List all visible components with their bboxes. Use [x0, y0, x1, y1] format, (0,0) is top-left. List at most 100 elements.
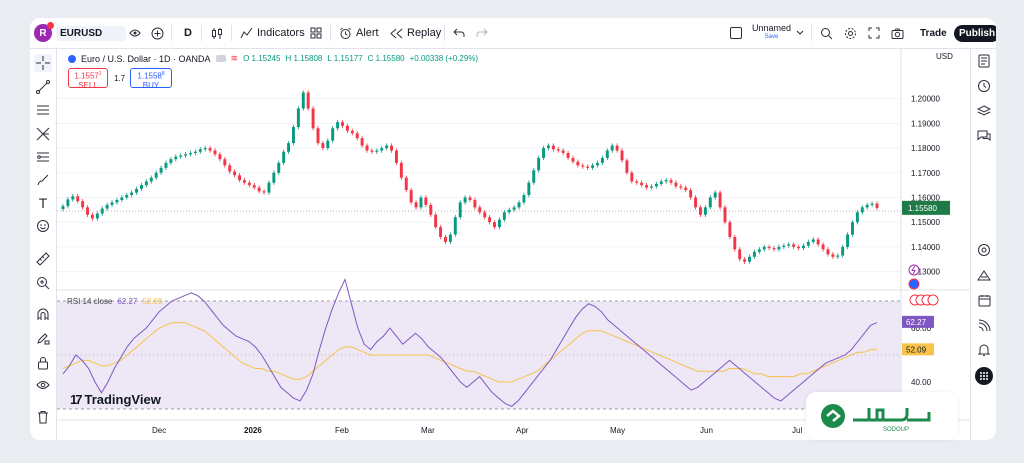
indicators-button[interactable]: Indicators	[240, 18, 305, 48]
event-flag-icon-4[interactable]	[927, 294, 939, 306]
current-price-tag	[902, 200, 950, 215]
add-symbol-icon[interactable]	[151, 18, 164, 48]
chart-grid	[57, 98, 901, 273]
candle-body	[831, 254, 835, 257]
pencil-lock-icon[interactable]	[34, 329, 52, 347]
publish-button[interactable]: Publish	[954, 25, 996, 42]
candle-body	[247, 182, 251, 186]
calendar-icon[interactable]	[975, 291, 993, 309]
candle-body	[282, 151, 286, 163]
compare-symbol-icon[interactable]	[129, 18, 141, 48]
emoji-icon[interactable]	[34, 217, 52, 235]
candle-body	[311, 108, 315, 129]
lock-icon[interactable]	[34, 354, 52, 372]
stream-signal-icon[interactable]	[975, 316, 993, 334]
candle-body	[385, 145, 389, 149]
candle-body	[380, 148, 384, 151]
candle-body	[360, 138, 364, 146]
legend-settings-icon[interactable]: ≋	[230, 53, 239, 63]
event-dividend-icon[interactable]	[908, 278, 920, 290]
replay-button[interactable]: Replay	[390, 18, 441, 48]
candle-body	[326, 140, 330, 149]
candles	[61, 90, 879, 264]
rsi-ma-tag	[902, 343, 934, 356]
candle-body	[694, 197, 698, 208]
brush-icon[interactable]	[34, 171, 52, 189]
trash-icon[interactable]	[34, 408, 52, 426]
price-tick-label: 1.17000	[911, 169, 940, 178]
chat-icon[interactable]	[975, 127, 993, 145]
layout-name-button[interactable]: Unnamed Save	[752, 23, 792, 41]
chart-type-candles-icon[interactable]	[211, 18, 223, 48]
candle-body	[816, 239, 820, 245]
notifications-bell-icon[interactable]	[975, 341, 993, 359]
candle-body	[458, 202, 462, 218]
candle-body	[439, 227, 443, 237]
candle-body	[287, 143, 291, 152]
crosshair-icon[interactable]	[34, 54, 52, 72]
user-avatar[interactable]: R	[34, 24, 52, 42]
zoom-in-icon[interactable]	[34, 274, 52, 292]
trade-button[interactable]: Trade	[920, 27, 947, 39]
target-icon[interactable]	[975, 241, 993, 259]
eye-icon[interactable]	[34, 376, 52, 394]
candle-body	[757, 249, 761, 252]
pitchfork-icon[interactable]	[34, 125, 52, 143]
symbol-legend: Euro / U.S. Dollar · 1D · OANDA ≋ O 1.15…	[68, 53, 478, 64]
toolbar-divider	[444, 25, 445, 41]
undo-icon[interactable]	[453, 18, 465, 48]
templates-grid-icon[interactable]	[310, 18, 322, 48]
quick-search-icon[interactable]	[820, 18, 833, 48]
layout-chevron-down-icon[interactable]	[796, 18, 804, 48]
candle-body	[605, 150, 609, 158]
ideas-mountain-icon[interactable]	[975, 266, 993, 284]
price-chart[interactable]: USD 1.20000 1.19000 1.18000 1.17000 1.16000 1.…	[57, 49, 970, 440]
candle-body	[468, 197, 472, 200]
rsi-title[interactable]: RSI 14 close	[67, 297, 113, 306]
layout-checkbox-icon[interactable]	[730, 18, 742, 48]
candle-body	[120, 197, 124, 200]
alerts-clock-icon[interactable]	[975, 77, 993, 95]
alert-button[interactable]: Alert	[339, 18, 379, 48]
symbol-title[interactable]: Euro / U.S. Dollar · 1D · OANDA	[81, 53, 211, 64]
rewind-icon	[390, 28, 403, 38]
candle-body	[218, 154, 222, 160]
candle-body	[370, 150, 374, 152]
candle-body	[738, 249, 742, 260]
layers-icon[interactable]	[975, 102, 993, 120]
horizontal-lines-icon[interactable]	[34, 101, 52, 119]
candle-body	[767, 246, 771, 249]
screenshot-camera-icon[interactable]	[891, 18, 904, 48]
buy-button[interactable]: 1.15588 BUY	[130, 68, 172, 90]
candle-body	[81, 201, 85, 208]
candle-body	[169, 159, 173, 163]
magnet-icon[interactable]	[34, 306, 52, 324]
redo-icon[interactable]	[476, 18, 488, 48]
time-axis: Dec 2026 Feb Mar Apr May Jun Jul	[152, 426, 802, 435]
candle-body	[164, 162, 168, 168]
legend-hide-icon[interactable]	[215, 55, 226, 62]
candle-body	[86, 207, 89, 215]
candle-body	[674, 182, 678, 187]
fullscreen-icon[interactable]	[868, 18, 880, 48]
sell-button[interactable]: 1.15571 SELL	[68, 68, 108, 90]
watchlist-icon[interactable]	[975, 52, 993, 70]
price-axis-currency[interactable]: USD	[936, 52, 953, 61]
settings-gear-icon[interactable]	[844, 18, 857, 48]
toolbar-divider	[330, 25, 331, 41]
interval-button[interactable]: D	[184, 27, 192, 39]
text-tool-icon[interactable]: T	[38, 195, 48, 211]
tradingview-logo[interactable]: 17 TradingView	[70, 392, 161, 407]
symbol-search-input[interactable]: EURUSD	[56, 26, 126, 41]
time-tick-label: Feb	[335, 426, 349, 435]
candle-body	[797, 246, 801, 249]
fib-retracement-icon[interactable]	[34, 148, 52, 166]
candle-body	[434, 214, 438, 228]
candle-body	[630, 172, 634, 182]
ruler-measure-icon[interactable]	[34, 250, 52, 268]
trend-line-icon[interactable]	[34, 78, 52, 96]
candle-body	[228, 165, 232, 172]
apps-grid-icon[interactable]	[975, 367, 993, 385]
event-lightning-icon[interactable]	[908, 264, 920, 276]
candle-body	[640, 182, 644, 186]
